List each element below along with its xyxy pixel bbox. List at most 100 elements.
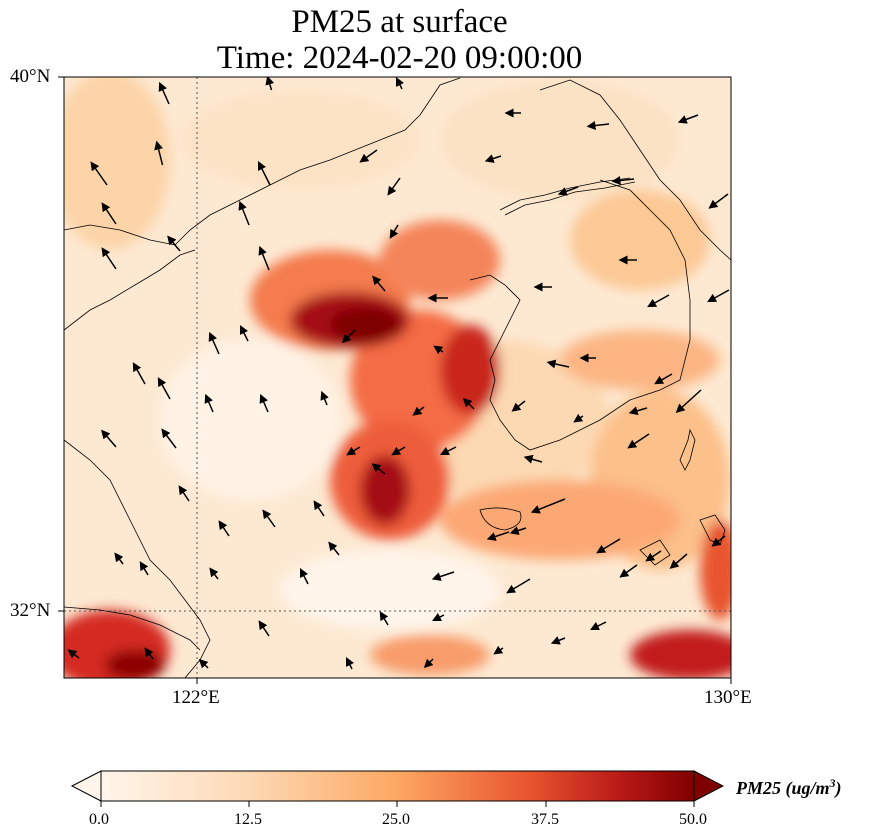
wind-arrow xyxy=(675,389,702,414)
wind-arrow xyxy=(611,176,635,185)
wind-arrow xyxy=(101,429,117,448)
wind-arrow xyxy=(114,552,124,565)
colorbar-tick-25: 25.0 xyxy=(382,811,410,828)
wind-arrow xyxy=(423,658,434,669)
wind-arrow xyxy=(628,406,648,416)
wind-arrow xyxy=(258,620,270,637)
colorbar-label: PM25 (ug/m3) xyxy=(736,776,842,799)
wind-arrow xyxy=(708,193,729,209)
wind-arrow xyxy=(157,377,171,400)
wind-arrow xyxy=(506,578,531,594)
colorbar-tick-0: 0.0 xyxy=(89,811,109,828)
lon-label-130e: 130°E xyxy=(704,687,752,708)
wind-arrow xyxy=(90,161,108,186)
wind-arrow xyxy=(669,553,688,569)
wind-arrow xyxy=(509,526,527,535)
wind-arrow xyxy=(178,485,190,502)
wind-arrow xyxy=(328,541,340,556)
wind-arrow xyxy=(486,531,510,541)
wind-arrow xyxy=(439,446,457,456)
wind-arrow xyxy=(711,535,726,547)
wind-arrow xyxy=(433,345,444,355)
wind-arrow xyxy=(530,498,566,514)
wind-arrow xyxy=(573,413,584,423)
wind-arrow xyxy=(257,160,271,186)
wind-arrow xyxy=(484,154,502,163)
wind-arrow xyxy=(158,81,170,105)
colorbar-label-text: PM25 (ug/m xyxy=(736,778,830,798)
wind-arrow xyxy=(359,149,378,163)
wind-arrow xyxy=(67,649,80,659)
wind-arrow xyxy=(372,275,386,292)
wind-arrow xyxy=(431,612,445,622)
wind-arrow xyxy=(379,611,389,626)
colorbar-tick-37-5: 37.5 xyxy=(531,811,559,828)
wind-arrow xyxy=(523,454,543,464)
wind-arrow xyxy=(431,571,455,581)
wind-arrow xyxy=(218,520,230,537)
wind-arrow xyxy=(101,247,117,270)
pm25-field xyxy=(64,77,731,678)
wind-arrow xyxy=(144,647,154,660)
wind-arrow xyxy=(299,567,309,585)
lon-label-122e: 122°E xyxy=(172,687,220,708)
colorbar-label-sup: 3 xyxy=(829,776,836,790)
wind-arrow xyxy=(139,561,149,576)
wind-arrow xyxy=(345,656,355,670)
wind-arrow xyxy=(132,362,146,385)
wind-arrow xyxy=(204,393,214,413)
wind-arrow xyxy=(239,324,249,342)
map-subtitle-time: Time: 2024-02-20 09:00:00 xyxy=(216,40,583,76)
wind-arrow xyxy=(645,550,662,562)
wind-arrow xyxy=(546,359,570,369)
colorbar-tick-50: 50.0 xyxy=(679,811,707,828)
wind-arrow xyxy=(493,645,504,655)
wind-arrow xyxy=(707,289,730,303)
wind-arrow xyxy=(341,329,356,344)
wind-arrow xyxy=(101,202,117,225)
map-frame xyxy=(63,76,732,679)
wind-arrow xyxy=(391,446,406,456)
wind-arrow xyxy=(589,621,607,631)
wind-arrow xyxy=(550,636,566,645)
colorbar-extend-min xyxy=(70,770,102,802)
wind-arrow xyxy=(462,397,475,410)
wind-arrow xyxy=(238,200,250,226)
map-title: PM25 at surface xyxy=(291,4,508,40)
colorbar-extend-max xyxy=(693,770,725,802)
wind-arrow xyxy=(395,77,405,90)
lat-label-32n: 32°N xyxy=(10,600,51,621)
wind-arrow xyxy=(586,121,610,130)
coastline xyxy=(64,77,731,678)
wind-arrow xyxy=(389,224,399,239)
wind-arrow xyxy=(511,400,526,412)
lat-label-40n: 40°N xyxy=(10,66,51,87)
wind-arrow xyxy=(209,567,219,580)
wind-arrow xyxy=(677,114,699,124)
wind-arrow xyxy=(619,564,638,578)
wind-arrow xyxy=(387,177,401,196)
wind-arrow xyxy=(371,463,386,475)
wind-arrow xyxy=(265,77,275,91)
wind-arrow xyxy=(167,235,181,252)
colorbar-label-close: ) xyxy=(835,778,842,798)
wind-arrow xyxy=(154,140,164,166)
wind-arrow xyxy=(313,500,325,517)
wind-arrow xyxy=(647,294,670,308)
wind-arrow xyxy=(346,446,361,456)
wind-arrow xyxy=(596,538,621,554)
wind-arrow xyxy=(208,331,220,355)
wind-vectors xyxy=(67,77,730,670)
wind-arrow xyxy=(259,393,269,413)
wind-arrow xyxy=(320,390,329,406)
wind-arrow xyxy=(258,245,270,271)
colorbar-gradient xyxy=(101,771,694,801)
colorbar-tick-12-5: 12.5 xyxy=(234,811,262,828)
wind-arrow xyxy=(262,509,276,528)
wind-arrow xyxy=(198,658,209,669)
wind-arrow xyxy=(654,373,673,385)
wind-arrow xyxy=(557,186,579,196)
wind-arrow xyxy=(627,433,650,449)
wind-arrow xyxy=(161,428,177,449)
